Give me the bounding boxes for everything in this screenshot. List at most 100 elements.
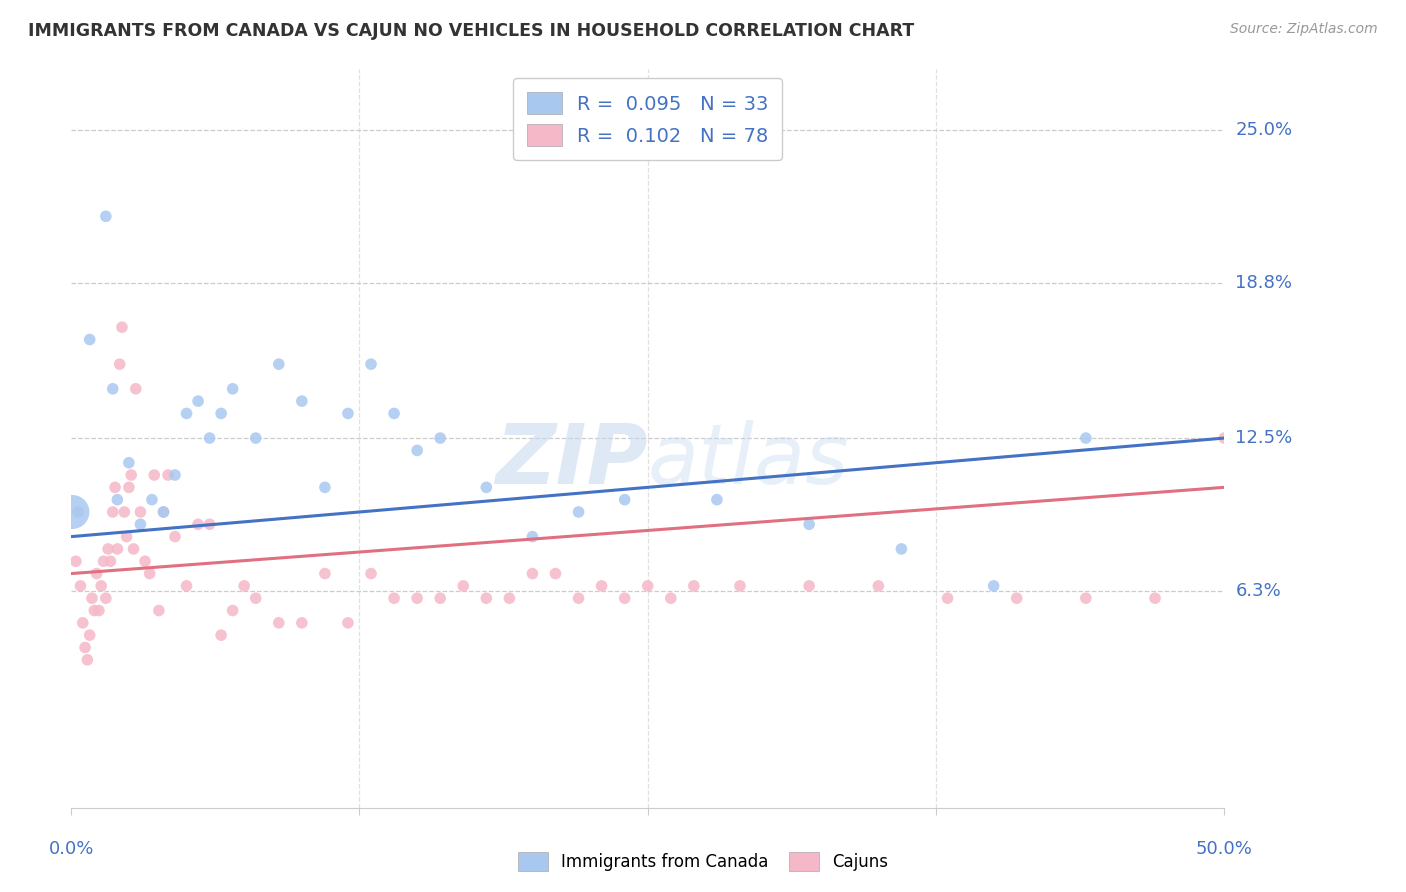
Point <box>314 480 336 494</box>
Point <box>221 382 243 396</box>
Point <box>1074 591 1097 606</box>
Text: 50.0%: 50.0% <box>1195 839 1253 857</box>
Point <box>1213 431 1236 445</box>
Point <box>138 566 160 581</box>
Point <box>163 468 186 483</box>
Point <box>360 566 382 581</box>
Point <box>291 394 314 409</box>
Point <box>129 517 152 532</box>
Point <box>728 579 751 593</box>
Point <box>100 554 122 568</box>
Point <box>152 505 174 519</box>
Point <box>382 406 405 420</box>
Text: 0.0%: 0.0% <box>49 839 94 857</box>
Point <box>118 480 141 494</box>
Point <box>187 394 209 409</box>
Point <box>67 505 90 519</box>
Text: 25.0%: 25.0% <box>1236 121 1292 139</box>
Point <box>382 591 405 606</box>
Point <box>122 541 145 556</box>
Text: 12.5%: 12.5% <box>1236 429 1292 447</box>
Point <box>134 554 156 568</box>
Point <box>101 382 124 396</box>
Point <box>65 554 87 568</box>
Point <box>209 628 232 642</box>
Point <box>890 541 912 556</box>
Point <box>544 566 567 581</box>
Point <box>104 480 127 494</box>
Text: Source: ZipAtlas.com: Source: ZipAtlas.com <box>1230 22 1378 37</box>
Point <box>86 566 108 581</box>
Point <box>1144 591 1167 606</box>
Point <box>209 406 232 420</box>
Point <box>93 554 115 568</box>
Point <box>245 431 267 445</box>
Point <box>314 566 336 581</box>
Point <box>76 653 98 667</box>
Point <box>706 492 728 507</box>
Point <box>111 320 134 334</box>
Text: 18.8%: 18.8% <box>1236 274 1292 292</box>
Text: IMMIGRANTS FROM CANADA VS CAJUN NO VEHICLES IN HOUSEHOLD CORRELATION CHART: IMMIGRANTS FROM CANADA VS CAJUN NO VEHIC… <box>28 22 914 40</box>
Point <box>176 406 198 420</box>
Point <box>198 517 221 532</box>
Point <box>429 431 451 445</box>
Point <box>267 615 290 630</box>
Text: atlas: atlas <box>648 420 849 500</box>
Point <box>120 468 142 483</box>
Point <box>105 492 128 507</box>
Point <box>797 517 820 532</box>
Point <box>983 579 1005 593</box>
Point <box>176 579 198 593</box>
Point <box>291 615 314 630</box>
Point <box>72 615 94 630</box>
Point <box>1005 591 1028 606</box>
Point <box>79 333 101 347</box>
Point <box>451 579 474 593</box>
Point <box>94 210 117 224</box>
Point <box>87 603 110 617</box>
Text: ZIP: ZIP <box>495 420 648 500</box>
Point <box>75 640 97 655</box>
Point <box>221 603 243 617</box>
Point <box>112 505 135 519</box>
Point <box>498 591 520 606</box>
Point <box>267 357 290 371</box>
Point <box>152 505 174 519</box>
Point <box>336 615 359 630</box>
Point <box>429 591 451 606</box>
Point <box>129 505 152 519</box>
Point <box>198 431 221 445</box>
Point <box>591 579 613 593</box>
Point <box>105 541 128 556</box>
Point <box>83 603 105 617</box>
Point <box>659 591 682 606</box>
Point <box>101 505 124 519</box>
Point <box>80 591 103 606</box>
Point <box>245 591 267 606</box>
Point <box>108 357 131 371</box>
Point <box>97 541 120 556</box>
Point <box>475 591 498 606</box>
Legend: Immigrants from Canada, Cajuns: Immigrants from Canada, Cajuns <box>509 843 897 880</box>
Point <box>406 443 429 458</box>
Point <box>613 591 636 606</box>
Point <box>94 591 117 606</box>
Point <box>567 591 589 606</box>
Point <box>1074 431 1097 445</box>
Point <box>797 579 820 593</box>
Point <box>115 530 138 544</box>
Point <box>148 603 170 617</box>
Point <box>125 382 148 396</box>
Point <box>118 456 141 470</box>
Point <box>163 530 186 544</box>
Point <box>868 579 890 593</box>
Point <box>60 505 83 519</box>
Point <box>233 579 256 593</box>
Text: 6.3%: 6.3% <box>1236 582 1281 599</box>
Legend: R =  0.095   N = 33, R =  0.102   N = 78: R = 0.095 N = 33, R = 0.102 N = 78 <box>513 78 782 160</box>
Point <box>406 591 429 606</box>
Point <box>360 357 382 371</box>
Point <box>143 468 166 483</box>
Point <box>637 579 659 593</box>
